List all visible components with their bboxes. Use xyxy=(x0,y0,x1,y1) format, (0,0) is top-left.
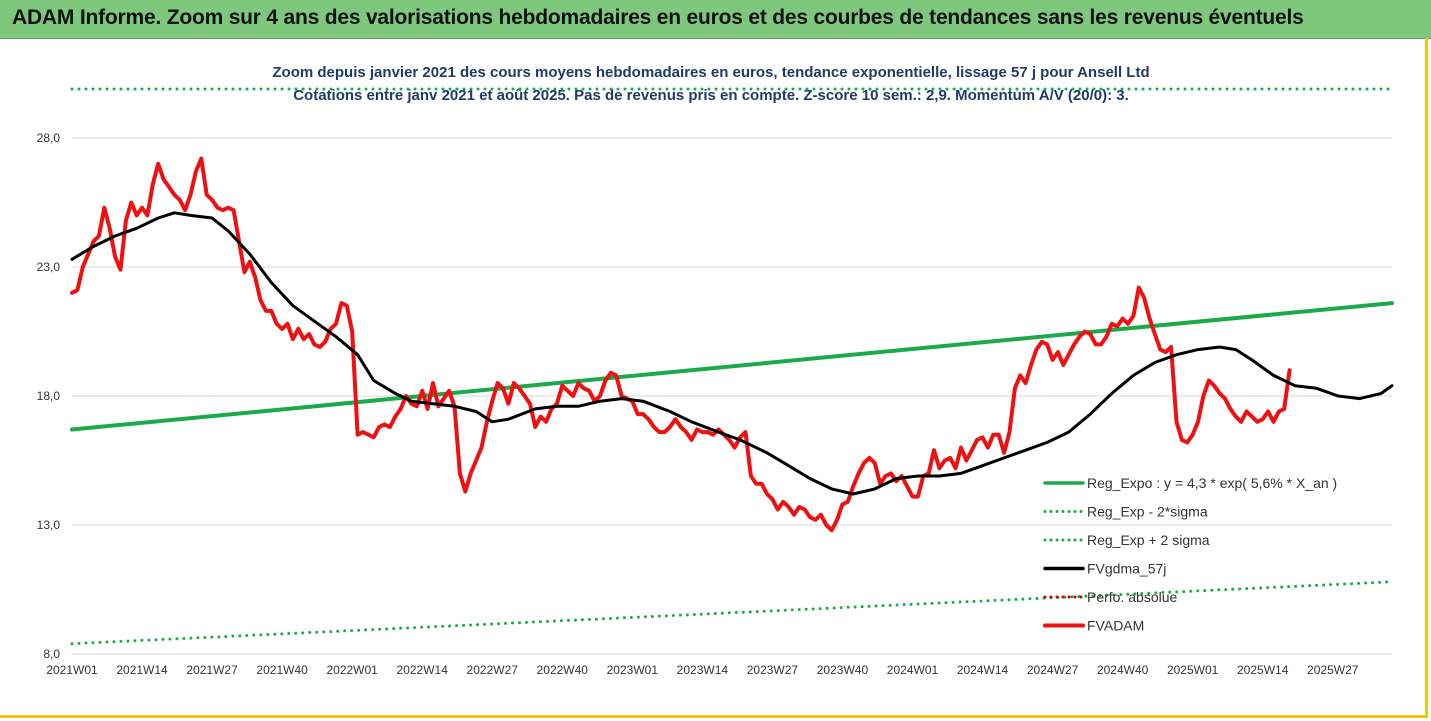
x-tick-label: 2025W01 xyxy=(1167,663,1219,677)
chart-subtitle: Zoom depuis janvier 2021 des cours moyen… xyxy=(272,64,1149,104)
header-bar: ADAM Informe. Zoom sur 4 ans des valoris… xyxy=(0,0,1431,39)
x-tick-label: 2022W27 xyxy=(467,663,519,677)
header-title: ADAM Informe. Zoom sur 4 ans des valoris… xyxy=(12,6,1304,29)
chart: Zoom depuis janvier 2021 des cours moyen… xyxy=(37,64,1394,677)
x-tick-label: 2023W01 xyxy=(607,663,659,677)
x-tick-label: 2024W40 xyxy=(1097,663,1149,677)
y-tick-label: 8,0 xyxy=(43,647,60,661)
legend-label: Reg_Expo : y = 4,3 * exp( 5,6% * X_an ) xyxy=(1087,475,1337,491)
grid-lines xyxy=(72,137,1392,655)
y-tick-label: 23,0 xyxy=(37,260,61,274)
series-line-5 xyxy=(70,156,1292,533)
x-tick-label: 2025W14 xyxy=(1237,663,1289,677)
legend-label: Reg_Exp - 2*sigma xyxy=(1087,504,1208,520)
legend-label: FVgdma_57j xyxy=(1087,561,1166,577)
legend-label: Reg_Exp + 2 sigma xyxy=(1087,532,1210,548)
series-line-3 xyxy=(70,211,1394,496)
x-tick-labels: 2021W01 2021W14 2021W27 2021W40 2022W01 2022W… xyxy=(46,663,1358,677)
x-tick-label: 2021W01 xyxy=(46,663,98,677)
x-tick-label: 2024W27 xyxy=(1027,663,1079,677)
x-tick-label: 2022W01 xyxy=(326,663,378,677)
x-tick-label: 2021W27 xyxy=(186,663,238,677)
x-tick-label: 2022W14 xyxy=(397,663,449,677)
x-tick-label: 2024W01 xyxy=(887,663,939,677)
series-lines xyxy=(70,87,1394,646)
chart-subtitle-line-2: Cotations entre janv 2021 et août 2025. … xyxy=(293,87,1129,104)
x-tick-label: 2022W40 xyxy=(537,663,589,677)
x-tick-label: 2021W14 xyxy=(116,663,168,677)
x-tick-label: 2021W40 xyxy=(256,663,308,677)
chart-frame xyxy=(0,38,1428,718)
y-tick-label: 13,0 xyxy=(37,518,61,532)
y-tick-labels: 8,0 13,0 18,0 23,0 28,0 xyxy=(37,131,61,661)
chart-subtitle-line-1: Zoom depuis janvier 2021 des cours moyen… xyxy=(272,64,1149,81)
legend-label: Perfo. absolue xyxy=(1087,589,1177,605)
x-tick-label: 2023W14 xyxy=(677,663,729,677)
y-tick-label: 18,0 xyxy=(37,389,61,403)
series-line-1 xyxy=(70,580,1394,646)
x-tick-label: 2025W27 xyxy=(1307,663,1359,677)
x-tick-label: 2024W14 xyxy=(957,663,1009,677)
x-tick-label: 2023W27 xyxy=(747,663,799,677)
x-tick-label: 2023W40 xyxy=(817,663,869,677)
y-tick-label: 28,0 xyxy=(37,131,61,145)
legend: Reg_Expo : y = 4,3 * exp( 5,6% * X_an ) R… xyxy=(1043,475,1337,634)
series-line-0 xyxy=(70,301,1394,432)
legend-label: FVADAM xyxy=(1087,618,1144,634)
